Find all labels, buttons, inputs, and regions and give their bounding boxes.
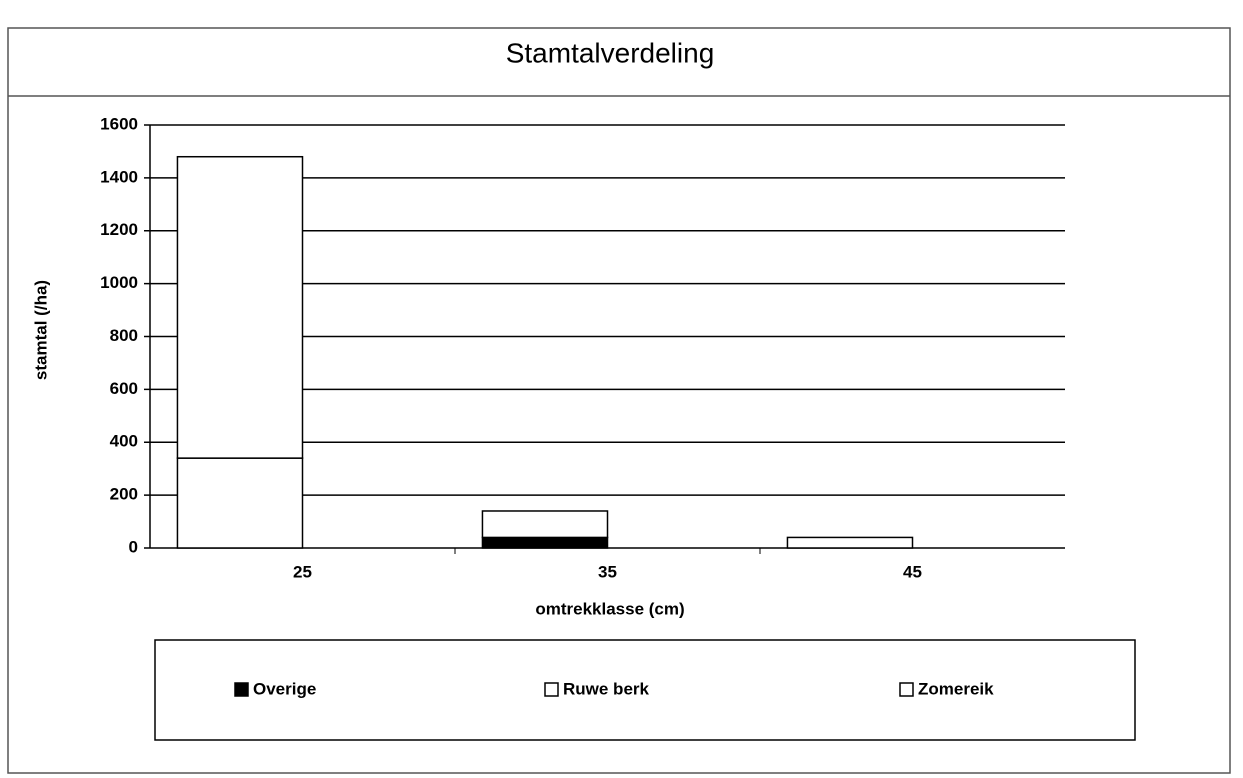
legend-label: Overige <box>253 679 316 698</box>
bar-segment <box>176 457 304 549</box>
chart-border <box>7 27 1231 774</box>
bar-segment <box>176 155 304 459</box>
y-tick-label: 600 <box>110 379 138 398</box>
legend-swatch <box>234 682 249 697</box>
legend-box <box>154 639 1136 741</box>
x-tick-label: 45 <box>903 562 922 581</box>
chart-title: Stamtalverdeling <box>506 37 715 68</box>
bar-segment <box>481 510 609 539</box>
x-axis-label: omtrekklasse (cm) <box>535 599 684 618</box>
x-tick-label: 35 <box>598 562 617 581</box>
legend-label: Ruwe berk <box>563 679 650 698</box>
y-tick-label: 400 <box>110 432 138 451</box>
y-tick-label: 0 <box>129 537 138 556</box>
legend-swatch <box>544 682 559 697</box>
y-tick-label: 1200 <box>100 220 138 239</box>
y-tick-label: 1600 <box>100 114 138 133</box>
y-tick-label: 200 <box>110 485 138 504</box>
x-tick-label: 25 <box>293 562 312 581</box>
y-tick-label: 1000 <box>100 273 138 292</box>
bar-segment <box>786 536 914 549</box>
legend-label: Zomereik <box>918 679 994 698</box>
y-tick-label: 800 <box>110 326 138 345</box>
y-axis-label: stamtal (/ha) <box>31 280 50 380</box>
bar-segment <box>481 536 609 549</box>
legend-swatch <box>899 682 914 697</box>
y-tick-label: 1400 <box>100 167 138 186</box>
